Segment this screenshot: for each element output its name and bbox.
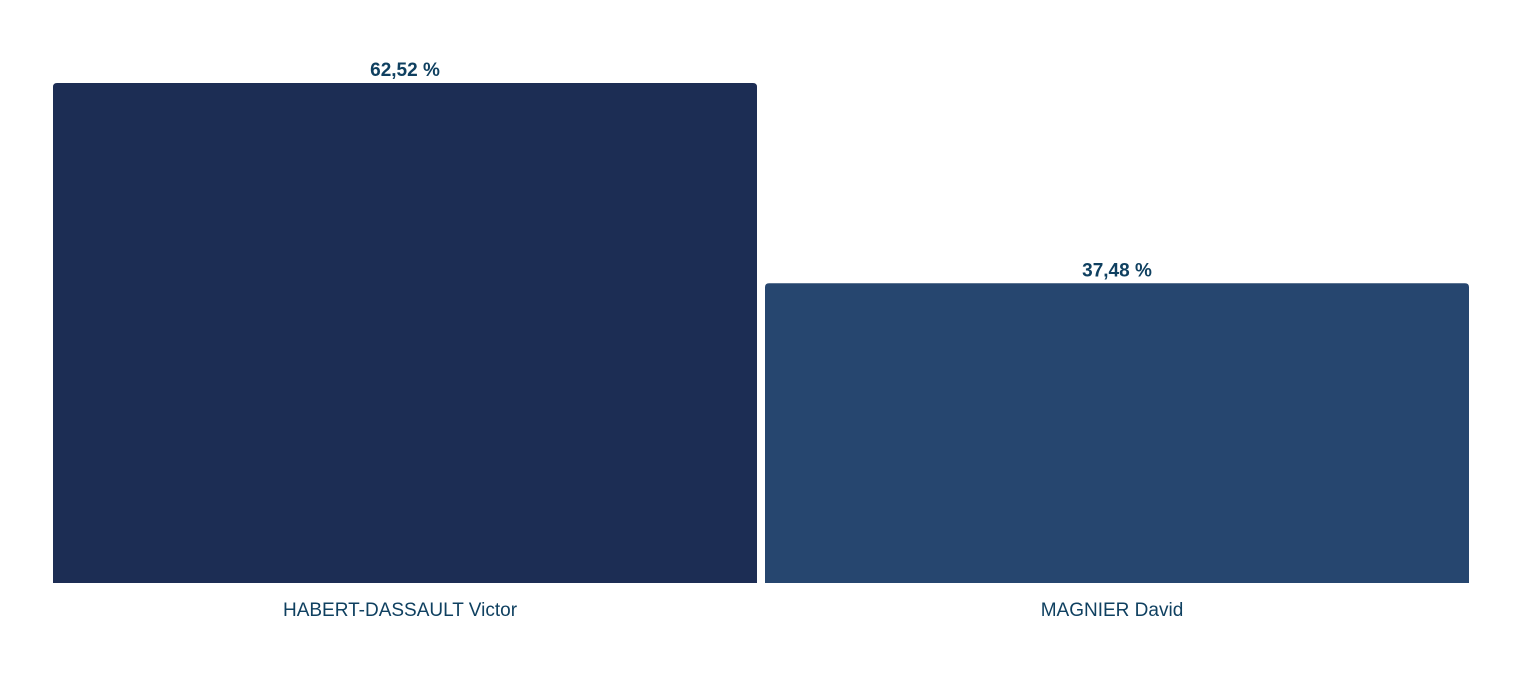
category-label-2: MAGNIER David [1041, 600, 1184, 621]
bars-group [53, 83, 1469, 583]
value-label-1: 62,52 % [370, 60, 440, 81]
bar-1 [53, 83, 757, 583]
category-label-1: HABERT-DASSAULT Victor [283, 600, 518, 621]
value-label-2: 37,48 % [1082, 260, 1152, 281]
value-labels-group: 62,52 % 37,48 % [370, 60, 1152, 281]
bar-2 [765, 283, 1469, 583]
category-labels-group: HABERT-DASSAULT Victor MAGNIER David [283, 600, 1183, 621]
